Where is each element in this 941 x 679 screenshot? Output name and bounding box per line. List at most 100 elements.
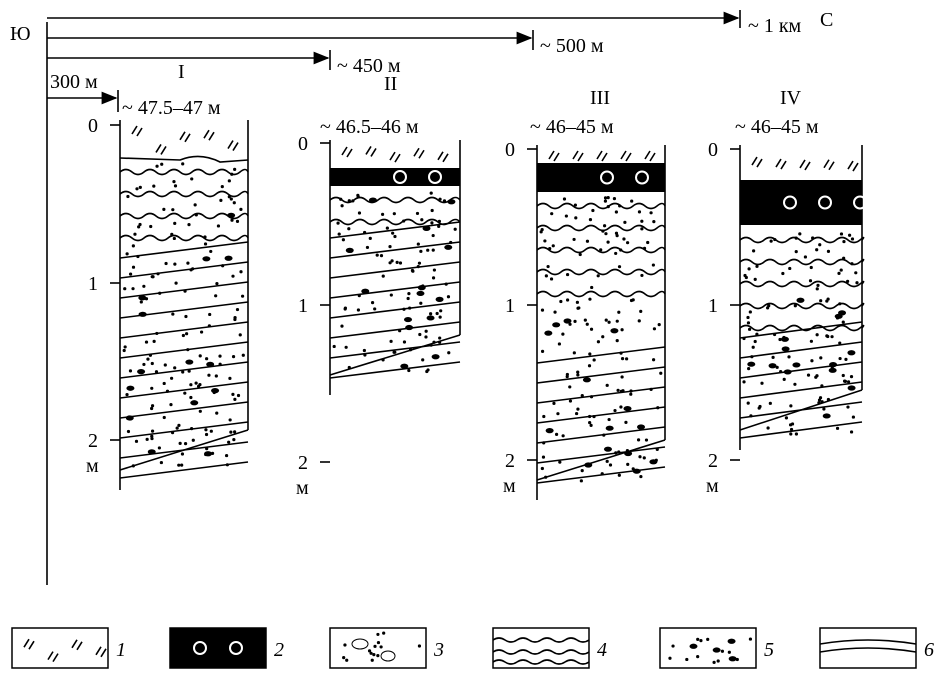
legend-swatch (12, 628, 108, 668)
sand-dot (566, 298, 569, 301)
sand-dot (209, 250, 212, 253)
sand-dot (552, 402, 555, 405)
bed-line (537, 467, 665, 483)
sand-dot (233, 398, 236, 401)
sand-dot (576, 371, 579, 374)
sand-dot (158, 446, 161, 449)
sand-dot (205, 433, 208, 436)
sand-dot (132, 266, 135, 269)
sand-dot (418, 333, 421, 336)
sand-dot (150, 407, 153, 410)
sand-dot (789, 404, 792, 407)
sand-dot (615, 210, 618, 213)
sand-dot (237, 394, 240, 397)
sand-dot (131, 287, 134, 290)
sand-dot (433, 268, 436, 271)
sand-dot (333, 345, 336, 348)
sand-dot (638, 319, 641, 322)
pebble (206, 362, 214, 367)
sand-dot (207, 374, 210, 377)
sand-dot (586, 240, 589, 243)
sand-dot (618, 265, 621, 268)
sand-dot (418, 644, 421, 647)
sand-dot (217, 224, 220, 227)
sand-dot (381, 213, 384, 216)
sand-dot (366, 246, 369, 249)
section: II~ 46.5–46 м012м (296, 73, 460, 499)
sand-dot (356, 194, 359, 197)
sand-dot (550, 277, 553, 280)
sand-dot (182, 334, 185, 337)
sand-dot (601, 335, 604, 338)
sand-dot (185, 332, 188, 335)
sand-dot (368, 649, 371, 652)
legend-swatch (170, 628, 266, 668)
sand-dot (189, 396, 192, 399)
pebble (139, 312, 147, 317)
sand-dot (842, 257, 845, 260)
sand-dot (179, 442, 182, 445)
bed-line (120, 302, 248, 318)
sand-dot (566, 373, 569, 376)
sand-dot (348, 199, 351, 202)
sand-dot (850, 375, 853, 378)
sand-dot (785, 416, 788, 419)
sand-dot (153, 340, 156, 343)
layer-line (537, 226, 665, 231)
sand-dot (163, 416, 166, 419)
sand-dot (850, 430, 853, 433)
sand-dot (816, 284, 819, 287)
sand-dot (151, 430, 154, 433)
bed-line (120, 282, 248, 298)
depth-label: 1 (505, 295, 515, 317)
sand-dot (855, 281, 858, 284)
sand-dot (399, 261, 402, 264)
depth-label: 2 (88, 430, 98, 452)
sand-dot (377, 641, 380, 644)
sand-dot (407, 369, 410, 372)
bed-line (537, 387, 665, 403)
sand-dot (838, 302, 841, 305)
sand-dot (576, 301, 579, 304)
sand-dot (545, 274, 548, 277)
sand-dot (135, 187, 138, 190)
sand-dot (187, 223, 190, 226)
sand-dot (228, 377, 231, 380)
bed-line (537, 347, 665, 363)
sand-dot (431, 209, 434, 212)
sand-dot (447, 351, 450, 354)
sand-dot (816, 287, 819, 290)
sand-dot (848, 234, 851, 237)
section: IV~ 46–45 м012м (706, 87, 866, 497)
sand-dot (685, 658, 688, 661)
sand-dot (562, 434, 565, 437)
sand-dot (619, 248, 622, 251)
hatch (366, 146, 376, 156)
depth-unit: м (706, 475, 719, 497)
sand-dot (589, 424, 592, 427)
sand-dot (214, 294, 217, 297)
sand-dot (127, 430, 130, 433)
sand-dot (231, 275, 234, 278)
sand-dot (204, 428, 207, 431)
depth-label: 1 (298, 295, 308, 317)
sand-dot (830, 335, 833, 338)
depth-label: 1 (88, 273, 98, 295)
pebble (649, 459, 657, 464)
pebble (796, 298, 804, 303)
sand-dot (123, 287, 126, 290)
section-name: II (384, 73, 397, 95)
section-elevation: ~ 46–45 м (530, 116, 614, 138)
sand-dot (795, 250, 798, 253)
sand-dot (345, 659, 348, 662)
section-elevation: ~ 46–45 м (735, 116, 819, 138)
sand-dot (811, 236, 814, 239)
sand-dot (233, 201, 236, 204)
sand-dot (183, 392, 186, 395)
sand-dot (229, 431, 232, 434)
depth-label: 0 (505, 139, 515, 161)
pebble (126, 415, 134, 420)
sand-dot (643, 247, 646, 250)
legend-number: 6 (924, 639, 934, 661)
